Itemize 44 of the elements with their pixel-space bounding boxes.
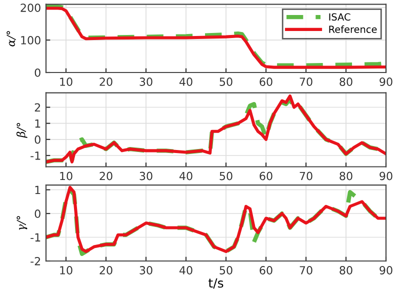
x-tick-label: 70 (300, 266, 312, 274)
x-tick-label: 70 (300, 172, 312, 180)
x-tick-label: 20 (100, 266, 112, 274)
y-tick-label: 0 (34, 135, 40, 144)
x-tick-label: 90 (380, 172, 392, 180)
x-tick-label: 20 (100, 172, 112, 180)
x-tick-label: 30 (140, 78, 152, 86)
legend-label: ISAC (329, 13, 350, 21)
x-tick-label: 50 (220, 266, 232, 274)
x-tick-label: 30 (140, 172, 152, 180)
x-tick-label: 60 (260, 266, 272, 274)
x-tick-label: 30 (140, 266, 152, 274)
y-tick-label: 200 (20, 4, 40, 12)
y-tick-label: 0 (34, 68, 40, 77)
x-tick-label: 80 (340, 78, 352, 86)
y-tick-label: 1 (35, 119, 40, 128)
y-tick-label: 1 (35, 186, 40, 194)
y-axis-title: α/° (6, 31, 16, 46)
y-tick-label: -1 (30, 152, 40, 160)
y-tick-label: 0 (34, 209, 40, 218)
x-tick-label: 40 (179, 172, 192, 180)
x-tick-label: 80 (340, 172, 352, 180)
y-tick-label: 100 (21, 36, 40, 44)
x-tick-label: 90 (380, 78, 392, 86)
x-tick-label: 90 (380, 266, 392, 274)
x-tick-label: 50 (220, 78, 232, 86)
y-tick-label: 2 (34, 103, 40, 112)
y-axis-title: γ/° (16, 216, 28, 230)
x-axis-title: t/s (208, 278, 224, 289)
x-tick-label: 70 (300, 78, 312, 86)
x-tick-label: 60 (260, 78, 272, 86)
x-tick-label: 10 (60, 266, 72, 274)
y-tick-label: -1 (30, 233, 40, 242)
x-tick-label: 10 (60, 172, 72, 180)
x-tick-label: 50 (220, 172, 232, 180)
x-tick-label: 80 (340, 266, 352, 274)
x-tick-label: 20 (100, 78, 112, 86)
y-tick-label: -2 (30, 256, 40, 266)
x-tick-label: 10 (60, 78, 72, 86)
x-tick-label: 60 (260, 172, 272, 180)
y-axis-title: β/° (16, 122, 28, 138)
x-tick-label: 40 (179, 78, 192, 86)
x-tick-label: 40 (179, 266, 192, 274)
legend-label: Reference (329, 25, 377, 33)
